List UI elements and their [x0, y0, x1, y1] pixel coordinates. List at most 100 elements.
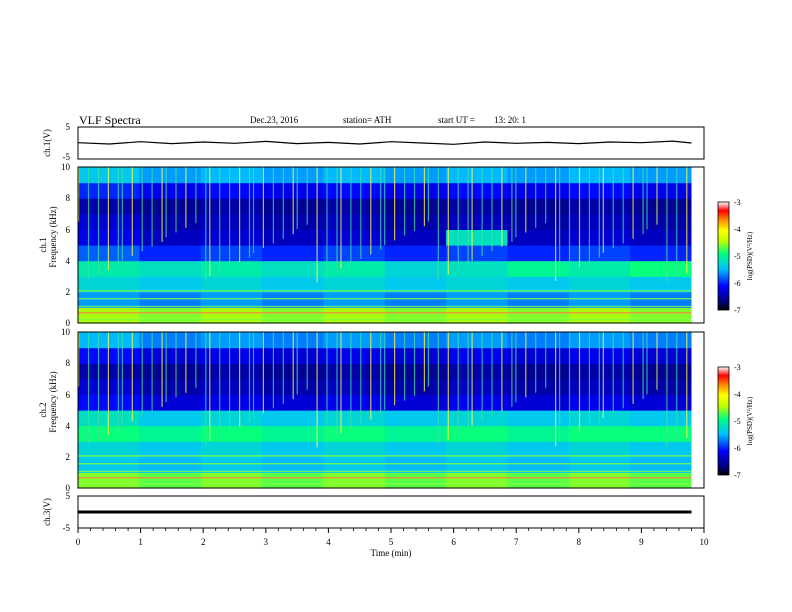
spectrogram-cell — [78, 307, 140, 324]
spectrogram-cell — [200, 260, 263, 277]
spectrogram-streak — [501, 332, 503, 412]
spectrogram-cell — [139, 394, 202, 411]
spectrogram-cell — [139, 260, 202, 277]
spectrogram-cell — [323, 198, 386, 215]
spectrogram-cell — [507, 410, 570, 427]
spectrogram-streak — [205, 332, 207, 446]
colorbar-1-tick-minus4: -4 — [734, 225, 741, 234]
spectrogram-cell — [200, 394, 263, 411]
spectrogram-cell — [323, 167, 386, 184]
ch1-freq-tick-10: 10 — [61, 162, 71, 172]
spectrogram-streak — [161, 332, 163, 407]
spectrogram-cell — [139, 182, 202, 199]
colorbar-1-gradient — [717, 201, 730, 311]
spectrogram-cell — [384, 260, 447, 277]
ch1-freq-tick-6: 6 — [66, 225, 71, 235]
time-axis-tick-label: 3 — [264, 537, 269, 547]
spectrogram-streak — [151, 167, 153, 247]
colorbar-2-tick-minus6: -6 — [734, 444, 741, 453]
ch2-freq-tick-6: 6 — [66, 390, 71, 400]
spectrogram-streak — [370, 332, 372, 420]
colorbar-1: -3 -4 -5 -6 -7 log(PSD)(V²/Hz) — [717, 198, 754, 315]
spectrogram-cell — [323, 347, 386, 364]
spectrogram-streak — [642, 167, 644, 235]
spectrogram-streak — [380, 332, 382, 415]
time-axis-tick-label: 0 — [76, 537, 81, 547]
spectrogram-streak — [195, 167, 197, 224]
spectrogram-cell — [323, 441, 386, 458]
spectrogram-streak — [646, 167, 648, 230]
spectrogram-streak — [423, 167, 425, 227]
spectrogram-cell — [323, 307, 386, 324]
spectrogram-streak — [555, 167, 557, 281]
spectrogram-streak — [447, 332, 449, 440]
spectrogram-cell — [200, 229, 263, 246]
spectrogram-streak — [165, 167, 167, 238]
spectrogram-cell — [200, 347, 263, 364]
spectrogram-cell — [262, 410, 324, 427]
spectrogram-streak — [656, 332, 658, 390]
spectrogram-streak — [666, 167, 668, 283]
colorbar-2-gradient — [717, 366, 730, 476]
spectrogram-cell — [78, 456, 140, 473]
ch2-freq-tick-2: 2 — [66, 452, 71, 462]
spectrogram-streak — [656, 167, 658, 225]
spectrogram-cell — [630, 245, 693, 262]
spectrogram-cell — [262, 229, 324, 246]
ch3-waveform-panel: 5 -5 ch.3(V) — [42, 491, 705, 533]
time-axis-tick-label: 7 — [514, 537, 519, 547]
spectrogram-cell — [384, 456, 447, 473]
spectrogram-narrowband-line — [78, 483, 692, 485]
spectrogram-streak — [282, 167, 284, 239]
spectrogram-cell — [139, 472, 202, 489]
spectrogram-cell — [323, 245, 386, 262]
colorbar-2-label: log(PSD)(V²/Hz) — [746, 396, 754, 445]
spectrogram-cell — [630, 441, 693, 458]
spectrogram-cell — [630, 472, 693, 489]
time-axis-tick-label: 10 — [700, 537, 710, 547]
spectrogram-cell — [630, 213, 693, 230]
spectrogram-cell — [630, 167, 693, 184]
spectrogram-streak — [413, 332, 416, 396]
spectrogram-streak — [437, 332, 439, 445]
spectrogram-streak — [457, 167, 459, 270]
spectrogram-cell — [139, 291, 202, 308]
ch1-wave-ylabel: ch.1(V) — [42, 129, 52, 157]
spectrogram-streak — [642, 332, 644, 400]
spectrogram-cell — [262, 441, 324, 458]
spectrogram-cell — [630, 347, 693, 364]
spectrogram-cell — [446, 260, 509, 277]
spectrogram-streak — [141, 332, 143, 417]
ch2-freq-axis-label: Frequency (kHz) — [48, 371, 58, 432]
spectrogram-streak — [340, 332, 342, 434]
ch2-freq-tick-0: 0 — [66, 483, 71, 493]
spectrogram-streak — [248, 167, 251, 258]
spectrogram-streak — [78, 332, 80, 387]
spectrogram-streak — [622, 332, 624, 409]
spectrogram-streak — [559, 332, 561, 442]
spectrogram-streak — [350, 167, 352, 264]
spectrogram-cell — [139, 276, 202, 293]
spectrogram-streak — [427, 332, 429, 387]
spectrogram-cell — [507, 260, 570, 277]
spectrogram-cell — [446, 245, 509, 262]
spectrogram-streak — [107, 167, 109, 270]
spectrogram-streak — [195, 332, 197, 389]
spectrogram-streak — [413, 167, 416, 231]
spectrogram-cell — [384, 363, 447, 380]
time-axis: 0 1 2 3 4 5 6 7 8 9 10 — [76, 528, 709, 547]
spectrogram-cell — [568, 276, 631, 293]
spectrogram-cell — [446, 472, 509, 489]
spectrogram-streak — [262, 332, 264, 414]
spectrogram-streak — [131, 332, 133, 421]
spectrogram-cell — [200, 363, 263, 380]
spectrogram-cell — [323, 182, 386, 199]
spectrogram-blank-tail — [691, 332, 704, 488]
spectrogram-streak — [205, 167, 207, 281]
spectrogram-cell — [568, 456, 631, 473]
spectrogram-streak — [185, 332, 187, 393]
colorbar-2-tick-minus4: -4 — [734, 390, 741, 399]
spectrogram-streak — [559, 167, 561, 277]
spectrogram-cell — [200, 245, 263, 262]
spectrogram-cell — [384, 347, 447, 364]
